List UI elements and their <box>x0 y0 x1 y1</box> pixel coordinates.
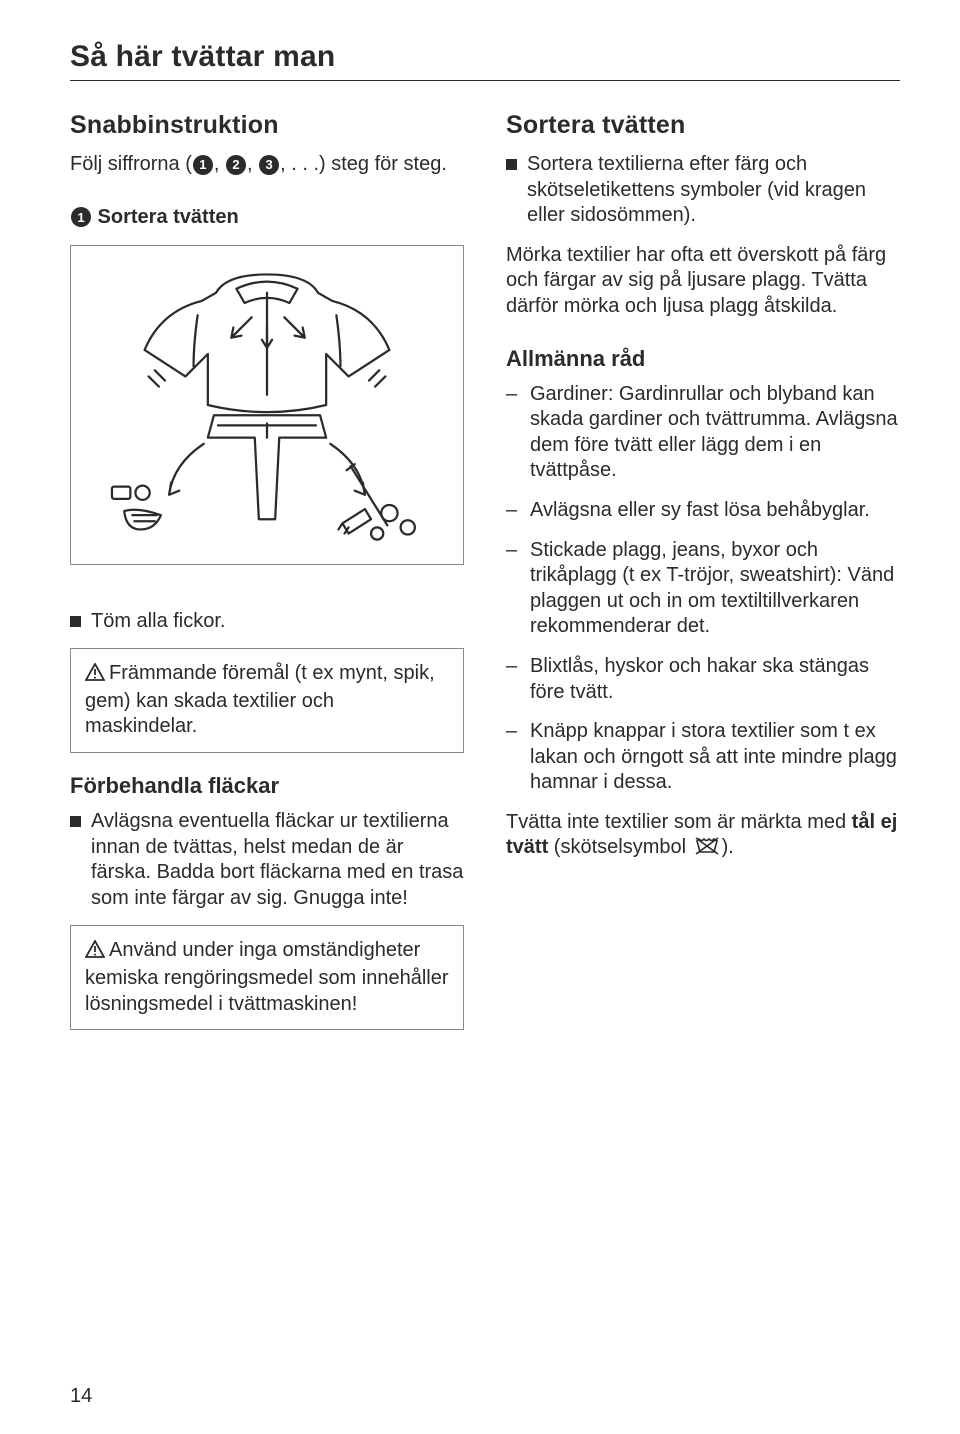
intro-text-c: , <box>247 153 258 175</box>
two-column-layout: Snabbinstruktion Följ siffrorna (1, 2, 3… <box>70 111 900 1048</box>
bullet-sort-by-color: Sortera textilierna efter färg och sköts… <box>506 152 900 229</box>
advice-text: Blixtlås, hyskor och hakar ska stängas f… <box>530 654 900 705</box>
warning-chemical-text: Använd under inga omständigheter kemiska… <box>85 939 449 1014</box>
intro-paragraph: Följ siffrorna (1, 2, 3, . . .) steg för… <box>70 152 464 178</box>
intro-text-a: Följ siffrorna ( <box>70 153 192 175</box>
circle-2-icon: 2 <box>226 155 246 175</box>
final-close: ). <box>722 836 734 858</box>
circle-3-icon: 3 <box>259 155 279 175</box>
intro-text-d: , . . .) steg för steg. <box>280 153 447 175</box>
dash-bullet-icon: – <box>506 719 520 796</box>
circle-step1-icon: 1 <box>71 207 91 227</box>
advice-item: – Blixtlås, hyskor och hakar ska stängas… <box>506 654 900 705</box>
pretreat-stains-heading: Förbehandla fläckar <box>70 773 464 799</box>
warning-foreign-text: Främmande föremål (t ex mynt, spik, gem)… <box>85 662 435 737</box>
warning-chemical-solvents: Använd under inga omständigheter kemiska… <box>70 925 464 1030</box>
step-1-heading: 1 Sortera tvätten <box>70 206 464 229</box>
dash-bullet-icon: – <box>506 654 520 705</box>
step-1-label: Sortera tvätten <box>92 206 239 228</box>
intro-text-b: , <box>214 153 225 175</box>
warning-foreign-objects: Främmande föremål (t ex mynt, spik, gem)… <box>70 648 464 753</box>
advice-item: – Stickade plagg, jeans, byxor och trikå… <box>506 538 900 640</box>
advice-text: Knäpp knappar i stora textilier som t ex… <box>530 719 900 796</box>
advice-item: – Knäpp knappar i stora textilier som t … <box>506 719 900 796</box>
bullet-remove-stains: Avlägsna eventuella fläckar ur textilier… <box>70 809 464 911</box>
dark-textiles-paragraph: Mörka textilier har ofta ett överskott p… <box>506 243 900 320</box>
do-not-wash-paragraph: Tvätta inte textilier som är märkta med … <box>506 810 900 864</box>
advice-text: Avlägsna eller sy fast lösa behåbyglar. <box>530 498 870 524</box>
advice-item: – Avlägsna eller sy fast lösa behåbyglar… <box>506 498 900 524</box>
final-post: (skötselsymbol <box>548 836 691 858</box>
sort-laundry-heading: Sortera tvätten <box>506 111 900 140</box>
laundry-illustration <box>70 245 464 565</box>
page-number: 14 <box>70 1385 92 1408</box>
general-advice-heading: Allmänna råd <box>506 346 900 372</box>
bullet-empty-pockets-text: Töm alla fickor. <box>91 609 225 635</box>
advice-text: Gardiner: Gardinrullar och blyband kan s… <box>530 382 900 484</box>
warning-triangle-icon <box>85 940 105 966</box>
dash-bullet-icon: – <box>506 498 520 524</box>
square-bullet-icon <box>70 816 81 827</box>
square-bullet-icon <box>70 616 81 627</box>
clothes-sorting-icon <box>77 252 457 558</box>
left-column: Snabbinstruktion Följ siffrorna (1, 2, 3… <box>70 111 464 1048</box>
page-title: Så här tvättar man <box>70 40 900 81</box>
final-pre: Tvätta inte textilier som är märkta med <box>506 811 852 833</box>
bullet-sort-text: Sortera textilierna efter färg och sköts… <box>527 152 900 229</box>
dash-bullet-icon: – <box>506 382 520 484</box>
square-bullet-icon <box>506 159 517 170</box>
quick-instruction-heading: Snabbinstruktion <box>70 111 464 140</box>
advice-item: – Gardiner: Gardinrullar och blyband kan… <box>506 382 900 484</box>
right-column: Sortera tvätten Sortera textilierna efte… <box>506 111 900 1048</box>
warning-triangle-icon <box>85 663 105 689</box>
advice-text: Stickade plagg, jeans, byxor och trikåpl… <box>530 538 900 640</box>
dash-bullet-icon: – <box>506 538 520 640</box>
bullet-empty-pockets: Töm alla fickor. <box>70 609 464 635</box>
bullet-remove-stains-text: Avlägsna eventuella fläckar ur textilier… <box>91 809 464 911</box>
do-not-wash-icon <box>694 836 720 864</box>
circle-1-icon: 1 <box>193 155 213 175</box>
